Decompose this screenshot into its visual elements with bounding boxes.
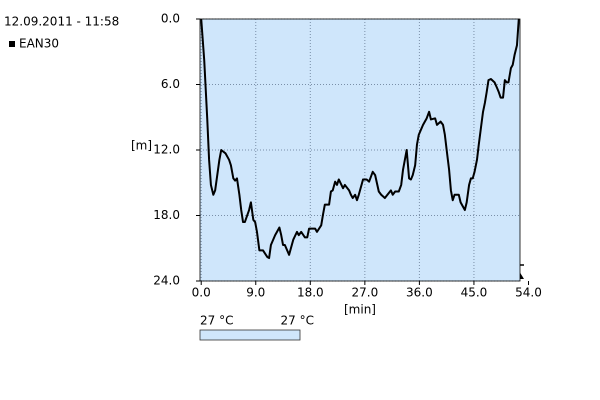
y-tick-label: 24.0 xyxy=(153,274,180,288)
legend-label: EAN30 xyxy=(19,37,59,51)
y-axis-label: [m] xyxy=(131,139,152,153)
x-tick-label: 54.0 xyxy=(515,286,542,300)
x-tick-label: 45.0 xyxy=(461,286,488,300)
y-tick-label: 0.0 xyxy=(161,12,180,26)
x-tick-label: 9.0 xyxy=(246,286,265,300)
y-tick-label: 12.0 xyxy=(153,143,180,157)
x-tick-label: 0.0 xyxy=(192,286,211,300)
x-tick-label: 18.0 xyxy=(297,286,324,300)
y-tick-label: 6.0 xyxy=(161,77,180,91)
x-axis-label: [min] xyxy=(344,303,376,317)
legend-swatch xyxy=(9,41,15,47)
temperature-min-label: 27 °C xyxy=(200,314,233,328)
temperature-max-label: 27 °C xyxy=(281,314,314,328)
temperature-bar xyxy=(199,329,301,341)
chart-title: 12.09.2011 - 11:58 xyxy=(4,15,119,29)
plot-frame xyxy=(199,18,521,282)
x-tick-label: 36.0 xyxy=(406,286,433,300)
x-tick-label: 27.0 xyxy=(351,286,378,300)
data-line xyxy=(200,18,520,260)
y-tick-label: 18.0 xyxy=(153,208,180,222)
